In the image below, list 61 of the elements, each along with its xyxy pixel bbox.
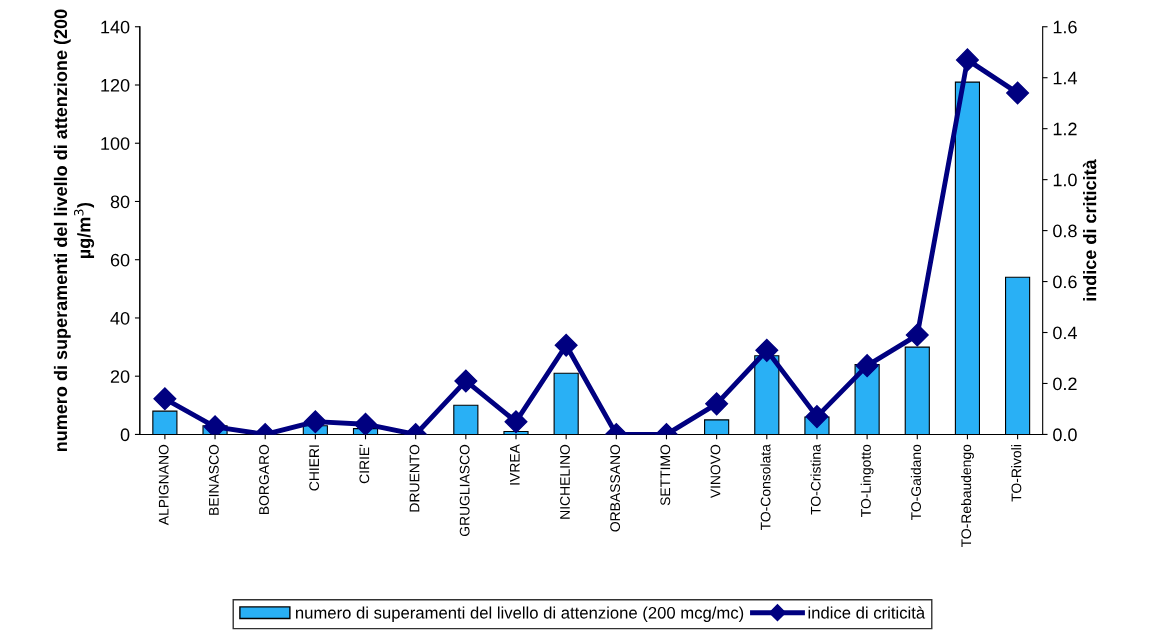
point	[755, 338, 779, 362]
y2-tick-label: 1.0	[1053, 173, 1077, 187]
x-tick-label: BEINASCO	[208, 444, 219, 515]
x-tick-label: GRUGLIASCO	[459, 444, 470, 537]
y-tick-label: 20	[110, 370, 130, 383]
x-tick-label: NICHELINO	[560, 444, 570, 519]
x-tick-label: TO-Consolata	[760, 444, 771, 531]
y-tick-label: 140	[101, 20, 130, 34]
y2-tick-label: 1.4	[1053, 71, 1077, 85]
x-tick-label: SETTIMO	[660, 444, 671, 506]
bar	[453, 404, 479, 435]
point	[855, 354, 879, 378]
point	[955, 48, 979, 72]
x-tick-label: TO-Rebaudengo	[960, 444, 974, 548]
bar	[904, 346, 930, 435]
x-tick-label: DRUENTO	[409, 444, 420, 512]
y2-axis-title: indice di criticità	[1082, 159, 1097, 301]
bar	[954, 81, 981, 435]
y2-tick-label: 0.8	[1053, 224, 1077, 238]
bar	[704, 419, 730, 435]
y-tick-label: 40	[110, 311, 130, 325]
y2-tick-label: 0.2	[1053, 377, 1077, 391]
point	[805, 405, 829, 429]
y-tick-label: 60	[110, 253, 130, 267]
point	[454, 369, 478, 393]
bar	[553, 372, 579, 435]
y2-tick-label: 1.6	[1053, 20, 1077, 34]
x-tick-label: BORGARO	[259, 444, 269, 515]
legend-label: numero di superamenti del livello di attenzione (200 mcg/mc)	[295, 606, 744, 622]
y2-tick-label: 0.4	[1053, 326, 1077, 340]
point	[1006, 81, 1030, 105]
x-tick-label: CHIERI	[309, 445, 320, 491]
bar	[1005, 276, 1031, 435]
x-tick-label: TO-Rivoli	[1011, 445, 1022, 502]
y2-tick-label: 0.0	[1053, 428, 1077, 442]
point	[705, 392, 729, 416]
x-tick-label: VINOVO	[710, 444, 721, 499]
point	[354, 412, 378, 435]
y2-tick-label: 1.2	[1053, 122, 1077, 136]
x-tick-label: IVREA	[510, 444, 520, 485]
y-tick-label: 100	[101, 137, 130, 150]
legend-label: indice di criticità	[808, 606, 926, 619]
bar	[754, 355, 780, 435]
point	[153, 387, 177, 411]
point	[303, 410, 327, 434]
x-tick-label: ALPIGNANO	[158, 444, 169, 526]
y-tick-label: 80	[110, 195, 130, 209]
y-tick-label: 0	[120, 428, 130, 442]
x-tick-label: CIRIE'	[359, 444, 370, 484]
point	[905, 323, 929, 347]
y-axis-title: numero di superamenti del livello di attenzione (200 µg/m$^{3}$)	[53, 9, 95, 452]
x-tick-label: TO-Lingotto	[860, 444, 874, 517]
bar	[152, 410, 178, 435]
x-tick-label: TO-Cristina	[810, 444, 821, 515]
y2-tick-label: 0.6	[1053, 275, 1077, 289]
point	[554, 333, 578, 357]
x-tick-label: TO-Gaidano	[910, 444, 921, 521]
x-tick-label: ORBASSANO	[610, 444, 621, 532]
point	[504, 410, 528, 434]
point	[203, 415, 227, 435]
y-tick-label: 120	[101, 78, 130, 92]
